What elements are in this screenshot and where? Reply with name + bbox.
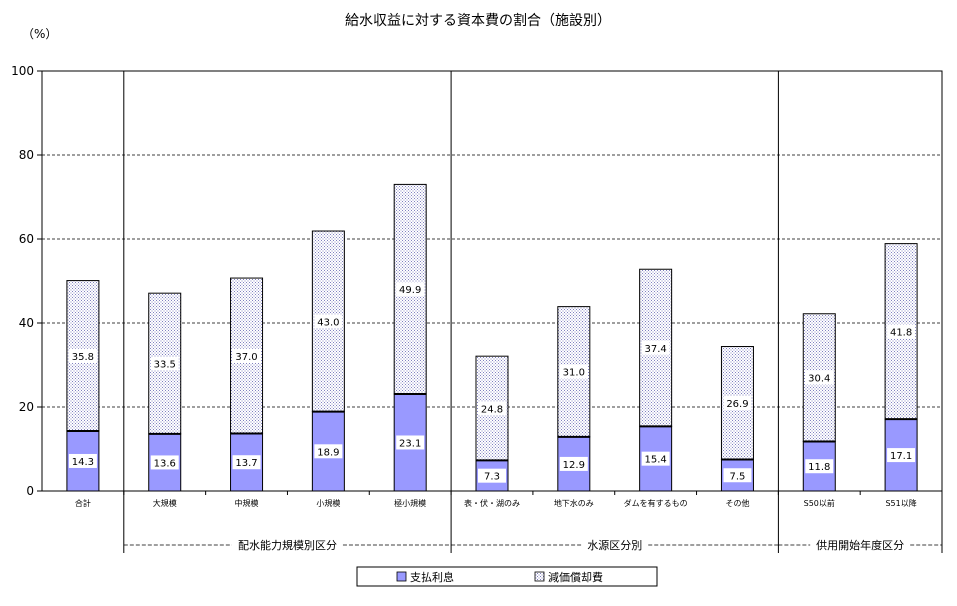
data-label-box xyxy=(723,468,752,483)
y-tick-label: 0 xyxy=(26,484,34,498)
data-label: 41.8 xyxy=(890,327,912,338)
y-tick-label: 80 xyxy=(19,148,34,162)
data-label-box xyxy=(559,456,588,471)
data-label: 13.7 xyxy=(235,458,257,469)
chart-title: 給水収益に対する資本費の割合（施設別） xyxy=(345,12,611,29)
data-label-box xyxy=(805,459,834,474)
data-label: 35.8 xyxy=(72,352,94,363)
data-label: 7.5 xyxy=(730,471,746,482)
legend-label-depreciation: 減価償却費 xyxy=(548,570,603,584)
data-label-box xyxy=(150,455,179,470)
data-label: 30.4 xyxy=(808,374,830,385)
data-label: 14.3 xyxy=(72,457,94,468)
group-label: 供用開始年度区分 xyxy=(816,538,904,552)
data-label: 37.0 xyxy=(235,352,257,363)
legend-swatch-interest xyxy=(396,571,407,582)
legend: 支払利息 減価償却費 xyxy=(356,566,658,587)
category-label: S51以降 xyxy=(885,498,916,508)
data-label-box xyxy=(68,348,97,363)
category-label: ダムを有するもの xyxy=(624,498,688,508)
y-tick-label: 100 xyxy=(11,64,34,78)
y-tick-label: 60 xyxy=(19,232,34,246)
data-label: 17.1 xyxy=(890,451,912,462)
data-label-box xyxy=(314,314,343,329)
data-label-box xyxy=(232,348,261,363)
data-label-box xyxy=(478,468,506,483)
group-label: 配水能力規模別区分 xyxy=(238,538,337,552)
data-label: 11.8 xyxy=(808,462,830,473)
data-label-box xyxy=(150,356,179,371)
category-label: 大規模 xyxy=(153,498,177,508)
data-label-box xyxy=(478,401,506,416)
data-label-box xyxy=(641,340,670,355)
data-label-box xyxy=(396,435,425,450)
data-label: 12.9 xyxy=(563,460,585,471)
y-tick-label: 40 xyxy=(19,316,34,330)
data-label: 26.9 xyxy=(726,399,748,410)
data-label-box xyxy=(723,396,752,411)
group-labels: 配水能力規模別区分 水源区分別 供用開始年度区分 xyxy=(123,538,942,552)
data-label-box xyxy=(887,448,916,463)
data-label-box xyxy=(559,364,588,379)
category-label: その他 xyxy=(725,498,749,508)
category-label: 中規模 xyxy=(235,498,259,508)
y-axis-label: （%） xyxy=(22,27,57,41)
legend-box xyxy=(356,566,658,587)
data-label-box xyxy=(314,444,343,459)
data-label: 23.1 xyxy=(399,438,421,449)
category-label: S50以前 xyxy=(804,498,835,508)
category-label: 小規模 xyxy=(316,498,340,508)
group-label: 水源区分別 xyxy=(587,538,642,552)
data-label: 18.9 xyxy=(317,447,339,458)
data-label-box xyxy=(887,324,916,339)
data-label-box xyxy=(641,451,670,466)
y-tick-label: 20 xyxy=(19,400,34,414)
data-label: 24.8 xyxy=(481,404,503,415)
data-label: 15.4 xyxy=(645,455,667,466)
data-label: 33.5 xyxy=(154,360,176,371)
category-label: 極小規模 xyxy=(394,498,426,508)
category-label: 表・伏・湖のみ xyxy=(464,498,520,508)
data-label-box xyxy=(232,455,261,470)
data-label: 43.0 xyxy=(317,317,339,328)
legend-label-interest: 支払利息 xyxy=(410,570,454,584)
data-label-box xyxy=(396,282,425,297)
data-label: 7.3 xyxy=(484,472,500,483)
y-axis-ticks: 0 20 40 60 80 100 xyxy=(11,64,42,498)
data-label: 13.6 xyxy=(154,458,176,469)
data-label-box xyxy=(68,453,97,468)
data-label-box xyxy=(805,370,834,385)
data-label: 37.4 xyxy=(645,344,667,355)
category-label: 合計 xyxy=(75,498,91,508)
bars: 14.3 35.8 13.6 33.5 13.7 37.0 18.9 43.0 23.1 49.9… xyxy=(66,183,918,492)
data-label: 31.0 xyxy=(563,368,585,379)
data-label: 49.9 xyxy=(399,285,421,296)
category-label: 地下水のみ xyxy=(554,498,594,508)
category-labels: 合計 大規模 中規模 小規模 極小規模 表・伏・湖のみ 地下水のみ ダムを有するもの その他 S5… xyxy=(75,498,917,508)
legend-swatch-depreciation xyxy=(534,571,545,582)
